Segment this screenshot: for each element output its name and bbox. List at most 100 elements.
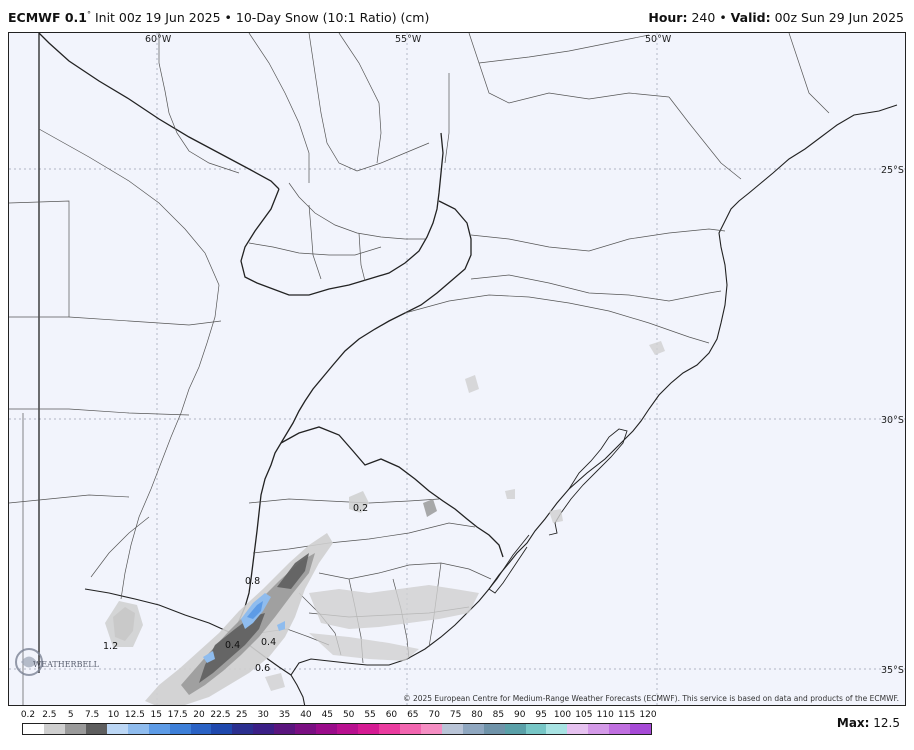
- legend-swatch: [316, 724, 338, 734]
- snow-accumulation: [105, 341, 665, 705]
- legend-swatch: [127, 724, 149, 734]
- lon-label-60w: 60°W: [145, 34, 172, 45]
- copyright-notice: © 2025 European Centre for Medium-Range …: [403, 694, 899, 703]
- admin-border: [470, 274, 722, 302]
- admin-border: [9, 494, 130, 504]
- legend-swatch: [399, 724, 421, 734]
- admin-border: [288, 182, 425, 240]
- max-label: Max:: [836, 716, 870, 730]
- map-title: ECMWF 0.1° Init 00z 19 Jun 2025 • 10-Day…: [8, 10, 429, 25]
- legend-swatch: [211, 724, 233, 734]
- admin-border: [788, 33, 830, 114]
- admin-border: [668, 96, 742, 180]
- lon-label-50w: 50°W: [645, 34, 672, 45]
- admin-border: [468, 33, 670, 104]
- legend-tick: 0.2: [20, 710, 36, 720]
- border-paraguay-north: [38, 33, 280, 190]
- legend-swatch: [169, 724, 191, 734]
- header-bar: ECMWF 0.1° Init 00z 19 Jun 2025 • 10-Day…: [0, 0, 914, 32]
- hour-label: Hour:: [648, 10, 688, 25]
- legend-tick: 110: [596, 710, 614, 720]
- legend-swatch: [274, 724, 296, 734]
- legend-tick: 17.5: [167, 710, 188, 720]
- color-legend: 0.2 2.5 5 7.5 10 12.5 15 17.5 20 22.5 25 30 35 40 45 50…: [20, 708, 662, 748]
- legend-tick: 115: [618, 710, 636, 720]
- valid-time-block: Hour: 240 • Valid: 00z Sun 29 Jun 2025: [648, 10, 904, 25]
- snow-area: [309, 633, 419, 661]
- legend-swatch: [253, 724, 275, 734]
- legend-swatch: [43, 724, 65, 734]
- legend-swatch: [85, 724, 107, 734]
- legend-tick: 30: [257, 710, 269, 720]
- legend-tick: 90: [513, 710, 526, 720]
- legend-swatch: [295, 724, 317, 734]
- admin-border: [90, 516, 150, 578]
- legend-tick: 10: [107, 710, 120, 720]
- legend-tick: 55: [364, 710, 376, 720]
- legend-swatch: [23, 724, 44, 734]
- snow-area: [349, 491, 369, 513]
- snow-area: [309, 585, 479, 629]
- valid-value: 00z Sun 29 Jun 2025: [774, 10, 904, 25]
- init-time: Init 00z 19 Jun 2025: [94, 10, 221, 26]
- legend-swatch: [358, 724, 379, 734]
- admin-border: [308, 33, 430, 172]
- legend-swatch: [546, 724, 568, 734]
- admin-border: [9, 200, 70, 318]
- legend-swatch: [588, 724, 610, 734]
- title-separator-2: •: [719, 10, 727, 25]
- value-label: 0.4: [261, 637, 276, 648]
- logo-swirl-icon: WEATHERBELL: [15, 648, 99, 676]
- snow-area: [277, 553, 309, 589]
- admin-border: [478, 34, 650, 64]
- legend-swatch: [378, 724, 400, 734]
- snow-area: [199, 613, 265, 683]
- legend-swatch: [462, 724, 484, 734]
- lat-label-35s: 35°S: [881, 665, 904, 676]
- lat-label-30s: 30°S: [881, 415, 904, 426]
- country-borders: [38, 33, 504, 673]
- admin-border: [248, 33, 310, 183]
- legend-tick: 20: [193, 710, 205, 720]
- legend-tick: 40: [300, 710, 312, 720]
- legend-swatch: [609, 724, 631, 734]
- map-panel[interactable]: 60°W 55°W 50°W 25°S 30°S 35°S 0.2 0.8 1.…: [8, 32, 906, 706]
- value-label: 0.2: [353, 503, 368, 514]
- snow-area-blue: [277, 621, 285, 631]
- product-name: 10-Day Snow (10:1 Ratio) (cm): [235, 10, 430, 26]
- valid-label: Valid:: [730, 10, 771, 25]
- lagoon-mirim: [488, 534, 530, 594]
- admin-border: [470, 228, 726, 252]
- legend-swatch: [567, 724, 589, 734]
- legend-swatch: [504, 724, 526, 734]
- value-label: 0.8: [245, 576, 260, 587]
- legend-tick: 95: [535, 710, 547, 720]
- snow-area-blue: [247, 601, 263, 619]
- lon-label-55w: 55°W: [395, 34, 422, 45]
- snow-area: [649, 341, 665, 355]
- snow-area-blue: [203, 651, 215, 663]
- legend-tick: 12.5: [124, 710, 145, 720]
- admin-border: [68, 316, 222, 326]
- legend-tick: 35: [278, 710, 291, 720]
- legend-tick: 85: [492, 710, 505, 720]
- legend-tick: 70: [428, 710, 440, 720]
- value-label: 0.4: [225, 640, 240, 651]
- snow-area: [505, 489, 515, 499]
- legend-tick: 120: [639, 710, 657, 720]
- admin-border: [252, 522, 476, 554]
- legend-tick: 22.5: [210, 710, 231, 720]
- snow-area: [549, 509, 563, 523]
- legend-swatch: [64, 724, 86, 734]
- legend-swatch: [106, 724, 128, 734]
- model-name: ECMWF 0.1: [8, 10, 87, 26]
- degree-mark: °: [86, 10, 91, 19]
- legend-color-bar: [22, 723, 652, 735]
- legend-swatch: [232, 724, 254, 734]
- map-canvas: 60°W 55°W 50°W 25°S 30°S 35°S 0.2 0.8 1.…: [9, 33, 905, 705]
- legend-tick: 60: [385, 710, 398, 720]
- river-plate-south-shore: [84, 588, 292, 676]
- admin-border: [358, 232, 366, 282]
- lat-label-25s: 25°S: [881, 165, 904, 176]
- admin-border: [38, 128, 220, 286]
